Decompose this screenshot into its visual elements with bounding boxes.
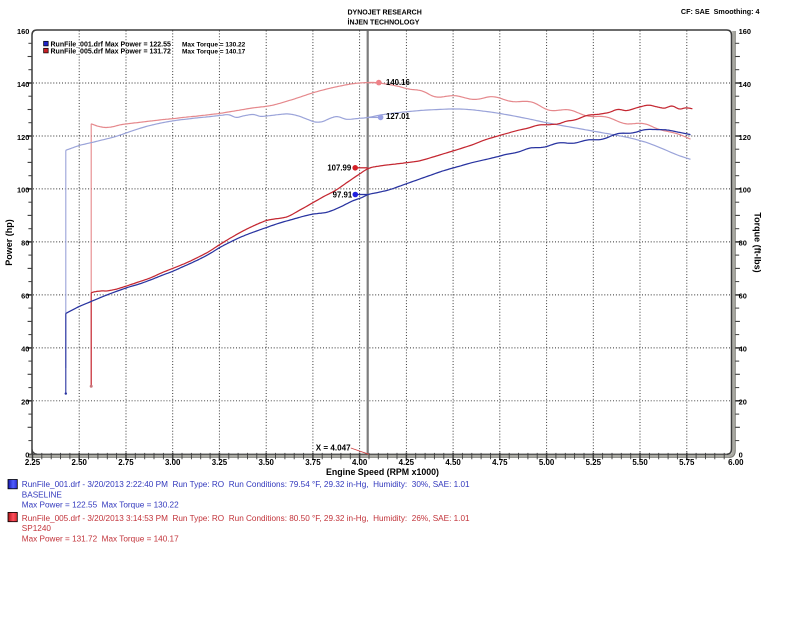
- svg-text:0: 0: [25, 451, 29, 460]
- svg-text:140.16: 140.16: [386, 78, 411, 87]
- svg-text:Torque (ft-lbs): Torque (ft-lbs): [753, 212, 763, 272]
- svg-text:140: 140: [17, 80, 29, 89]
- svg-text:Max Power = 122.55 Max Torque: Max Power = 122.55 Max Torque = 130.22: [22, 501, 179, 510]
- svg-text:60: 60: [739, 292, 747, 301]
- svg-text:120: 120: [739, 133, 751, 142]
- svg-text:Engine Speed (RPM x1000): Engine Speed (RPM x1000): [326, 467, 439, 477]
- svg-text:Max Power = 131.72 Max Torque: Max Power = 131.72 Max Torque = 140.17: [22, 534, 179, 543]
- svg-text:İNJEN TECHNOLOGY: İNJEN TECHNOLOGY: [348, 19, 420, 27]
- svg-text:80: 80: [739, 239, 747, 248]
- svg-text:97.91: 97.91: [333, 190, 353, 199]
- svg-text:5.25: 5.25: [586, 458, 602, 467]
- svg-text:5.75: 5.75: [679, 458, 695, 467]
- svg-text:3.75: 3.75: [305, 458, 321, 467]
- svg-text:4.75: 4.75: [492, 458, 508, 467]
- svg-text:3.25: 3.25: [212, 458, 228, 467]
- svg-text:2.75: 2.75: [118, 458, 134, 467]
- svg-text:Power (hp): Power (hp): [4, 219, 14, 266]
- svg-text:DYNOJET RESEARCH: DYNOJET RESEARCH: [348, 10, 422, 17]
- svg-text:RunFile_001.drf - 3/20/2013 2:: RunFile_001.drf - 3/20/2013 2:22:40 PM R…: [22, 480, 470, 489]
- svg-text:CF: SAE Smoothing: 4: CF: SAE Smoothing: 4: [681, 7, 760, 16]
- svg-text:140: 140: [739, 80, 751, 89]
- svg-text:5.00: 5.00: [539, 458, 555, 467]
- svg-text:100: 100: [739, 186, 751, 195]
- svg-text:20: 20: [21, 398, 29, 407]
- svg-text:4.00: 4.00: [352, 458, 368, 467]
- svg-text:X = 4.047: X = 4.047: [316, 443, 351, 452]
- svg-text:Max Torque = 130.22: Max Torque = 130.22: [182, 41, 246, 48]
- svg-text:40: 40: [21, 345, 29, 354]
- svg-text:100: 100: [17, 186, 29, 195]
- svg-text:120: 120: [17, 133, 29, 142]
- svg-text:2.25: 2.25: [25, 458, 41, 467]
- svg-text:160: 160: [739, 27, 751, 36]
- svg-text:SP1240: SP1240: [22, 524, 52, 533]
- svg-text:40: 40: [739, 345, 747, 354]
- svg-text:2.50: 2.50: [72, 458, 88, 467]
- svg-text:Max Torque = 140.17: Max Torque = 140.17: [182, 48, 246, 55]
- svg-text:3.50: 3.50: [258, 458, 274, 467]
- svg-text:RunFile_001.drf Max Power = 12: RunFile_001.drf Max Power = 122.55: [51, 41, 172, 48]
- svg-text:127.01: 127.01: [386, 112, 411, 121]
- svg-text:3.00: 3.00: [165, 458, 181, 467]
- svg-text:BASELINE: BASELINE: [22, 491, 63, 500]
- svg-text:60: 60: [21, 292, 29, 301]
- svg-text:0: 0: [739, 451, 743, 460]
- svg-text:4.25: 4.25: [399, 458, 415, 467]
- svg-text:4.50: 4.50: [445, 458, 461, 467]
- svg-text:RunFile_005.drf - 3/20/2013 3:: RunFile_005.drf - 3/20/2013 3:14:53 PM R…: [22, 514, 470, 523]
- svg-text:80: 80: [21, 239, 29, 248]
- svg-text:160: 160: [17, 27, 29, 36]
- svg-text:5.50: 5.50: [632, 458, 648, 467]
- svg-text:RunFile_005.drf Max Power = 13: RunFile_005.drf Max Power = 131.72: [51, 48, 172, 55]
- svg-text:6.00: 6.00: [728, 458, 744, 467]
- svg-text:20: 20: [739, 398, 747, 407]
- svg-text:107.99: 107.99: [327, 163, 352, 172]
